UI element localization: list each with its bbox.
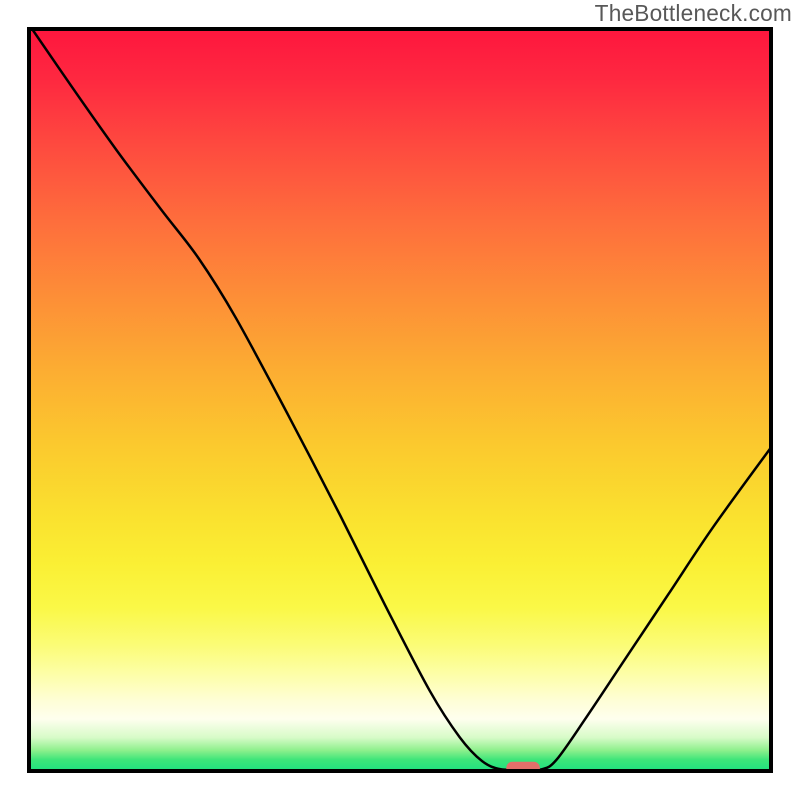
plot-svg <box>27 27 773 773</box>
watermark-text: TheBottleneck.com <box>595 0 792 27</box>
figure-root: { "meta": { "source_watermark": "TheBott… <box>0 0 800 800</box>
plot-area <box>27 27 773 773</box>
gradient-background <box>29 29 771 771</box>
